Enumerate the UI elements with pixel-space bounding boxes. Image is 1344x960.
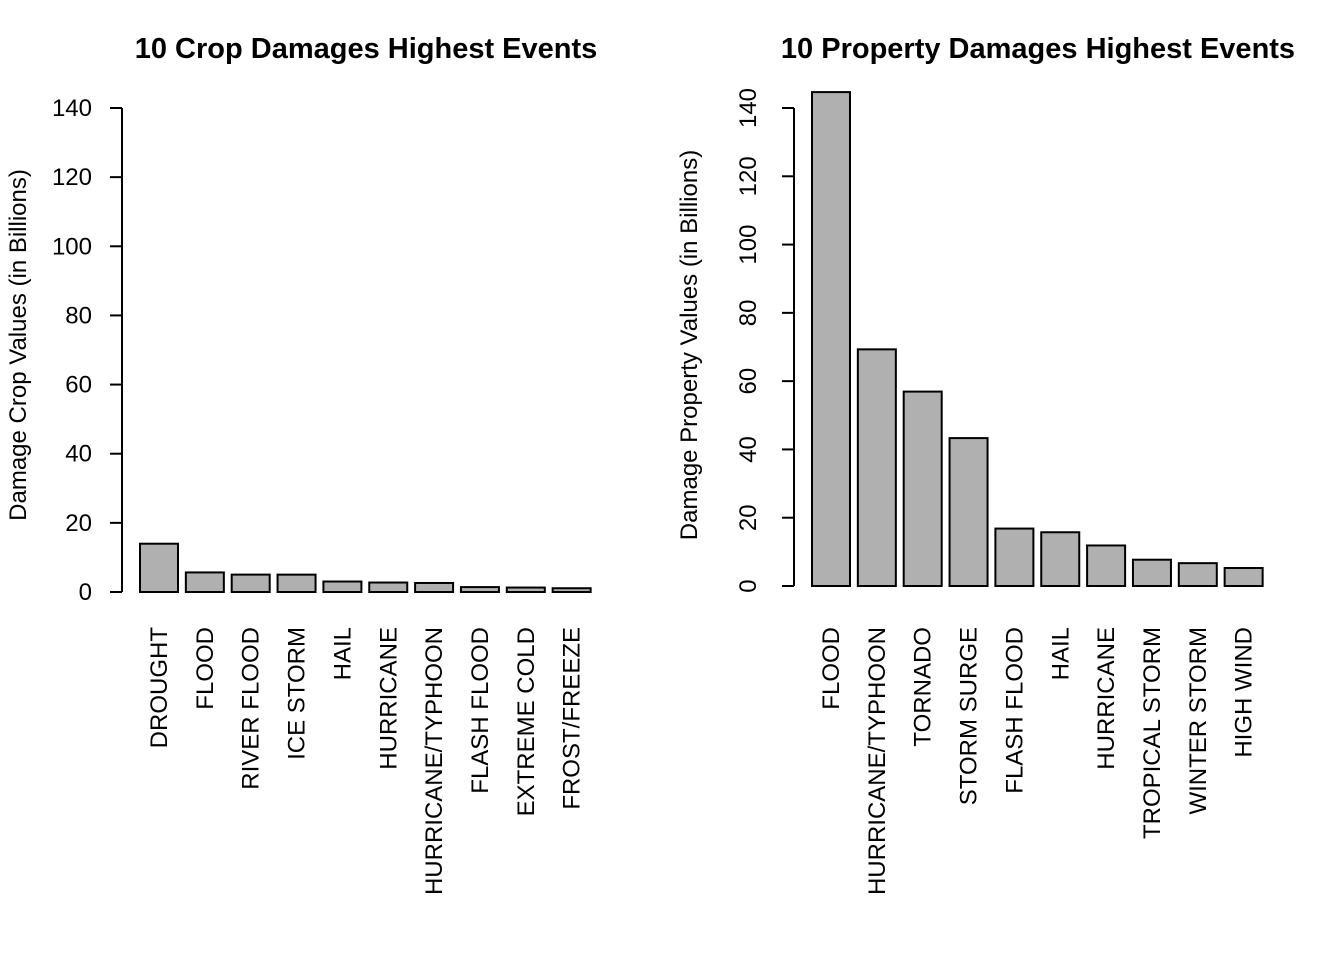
chart-title: 10 Property Damages Highest Events <box>781 33 1295 65</box>
bar-high-wind <box>1223 567 1264 587</box>
bar-flash-flood <box>459 586 500 594</box>
category-label: FLASH FLOOD <box>1001 627 1028 794</box>
category-label: FLASH FLOOD <box>467 627 494 794</box>
y-tick-label: 60 <box>735 368 762 395</box>
category-label: HAIL <box>329 627 356 680</box>
category-label: STORM SURGE <box>956 627 983 805</box>
bar-flash-flood <box>994 527 1035 588</box>
bar-tropical-storm <box>1131 558 1172 588</box>
y-axis-label: Damage Property Values (in Billions) <box>676 150 703 540</box>
bar-hurricane <box>368 581 409 593</box>
category-label: HIGH WIND <box>1231 627 1258 758</box>
y-tick-label: 120 <box>52 164 92 191</box>
y-tick-label: 80 <box>735 300 762 327</box>
category-label: FLOOD <box>192 627 219 710</box>
y-tick-label: 80 <box>65 302 92 329</box>
category-label: EXTREME COLD <box>513 627 540 816</box>
category-label: HURRICANE/TYPHOON <box>421 627 448 895</box>
y-tick-label: 120 <box>735 156 762 196</box>
category-label: DROUGHT <box>146 627 173 749</box>
category-label: HURRICANE/TYPHOON <box>864 627 891 895</box>
y-tick-label: 0 <box>735 579 762 592</box>
y-tick-label: 0 <box>79 579 92 606</box>
y-tick-label: 140 <box>735 88 762 128</box>
y-tick-label: 60 <box>65 372 92 399</box>
y-tick-label: 20 <box>735 504 762 531</box>
bar-river-flood <box>230 573 271 594</box>
y-tick-label: 100 <box>52 233 92 260</box>
bar-hail <box>1040 531 1081 588</box>
bar-winter-storm <box>1177 562 1218 588</box>
bar-drought <box>139 542 179 594</box>
bar-hurricane-typhoon <box>856 348 897 588</box>
property-damage-chart: 10 Property Damages Highest Events Damage… <box>676 33 1295 895</box>
category-label: HURRICANE <box>1093 627 1120 770</box>
category-label: TROPICAL STORM <box>1139 627 1166 839</box>
y-tick-label: 40 <box>65 441 92 468</box>
category-label: TORNADO <box>910 627 937 747</box>
bar-flood <box>184 571 225 593</box>
bar-flood <box>811 91 851 588</box>
crop-damage-chart: 10 Crop Damages Highest Events Damage Cro… <box>5 33 597 895</box>
y-tick-label: 20 <box>65 510 92 537</box>
y-tick-label: 140 <box>52 95 92 122</box>
bar-hail <box>322 580 363 593</box>
bar-extreme-cold <box>505 586 546 593</box>
category-label: WINTER STORM <box>1185 627 1212 815</box>
bar-tornado <box>902 390 943 587</box>
category-label: FLOOD <box>818 627 845 710</box>
category-label: RIVER FLOOD <box>238 627 265 790</box>
category-label: HAIL <box>1047 627 1074 680</box>
bar-storm-surge <box>948 437 989 587</box>
y-tick-label: 40 <box>735 436 762 463</box>
bar-hurricane-typhoon <box>414 581 455 594</box>
chart-title: 10 Crop Damages Highest Events <box>135 33 598 65</box>
category-label: ICE STORM <box>284 627 311 760</box>
category-label: FROST/FREEZE <box>559 627 586 810</box>
bar-frost-freeze <box>551 587 592 593</box>
bar-hurricane <box>1086 544 1127 587</box>
category-label: HURRICANE <box>375 627 402 770</box>
y-axis-label: Damage Crop Values (in Billions) <box>5 169 32 521</box>
y-tick-label: 100 <box>735 225 762 265</box>
bar-ice-storm <box>276 573 317 593</box>
